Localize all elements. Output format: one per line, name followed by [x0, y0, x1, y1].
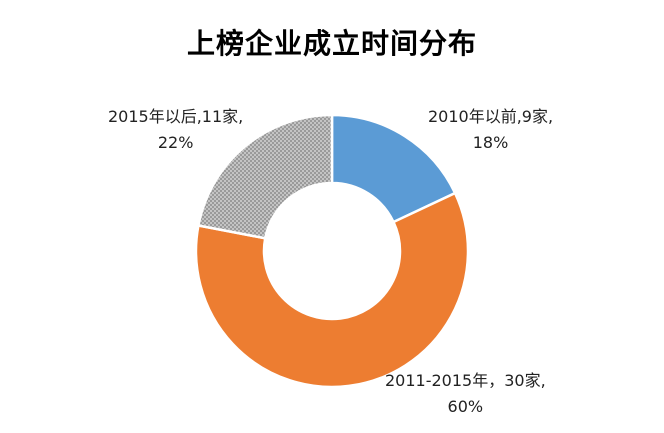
data-label-percent: 18%: [472, 133, 509, 152]
data-label-2010-before: 2010年以前,9家, 18%: [428, 104, 553, 156]
data-label-2011-2015: 2011-2015年，30家, 60%: [385, 368, 546, 420]
data-label-text: 2010年以前,9家,: [428, 107, 554, 126]
donut-slice-2: [196, 113, 334, 240]
data-label-percent: 60%: [447, 397, 484, 416]
data-label-2015-after: 2015年以后,11家, 22%: [108, 104, 243, 156]
donut-slice-1: [194, 191, 470, 389]
data-label-text: 2015年以后,11家,: [108, 107, 244, 126]
data-label-percent: 22%: [157, 133, 194, 152]
chart-title: 上榜企业成立时间分布: [186, 27, 477, 60]
data-label-text: 2011-2015年，30家,: [385, 371, 546, 390]
